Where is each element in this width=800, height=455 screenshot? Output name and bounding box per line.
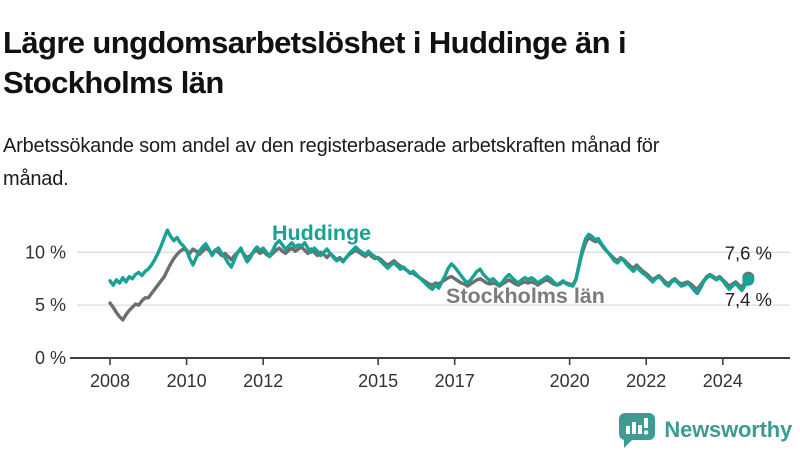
- newsworthy-logo: Newsworthy: [618, 411, 792, 449]
- x-axis-tick-label: 2017: [435, 371, 475, 391]
- huddinge-end-value-label: 7,4 %: [725, 289, 772, 310]
- huddinge-line: [108, 228, 750, 296]
- x-axis-tick-label: 2010: [167, 371, 207, 391]
- x-axis-tick-label: 2012: [243, 371, 283, 391]
- x-axis-tick-label: 2020: [550, 371, 590, 391]
- huddinge-end-dot: [742, 273, 755, 286]
- y-axis-tick-label: 10 %: [25, 242, 66, 262]
- chart-subtitle: Arbetssökande som andel av den registerb…: [3, 135, 660, 190]
- newsworthy-speech-bubble-chart-icon: [619, 413, 656, 448]
- x-axis-tick-label: 2015: [358, 371, 398, 391]
- y-axis-tick-label: 0 %: [35, 348, 66, 368]
- x-axis-tick-label: 2024: [703, 371, 743, 391]
- huddinge-series-label: Huddinge: [272, 221, 371, 245]
- stockholms-lan-series-label: Stockholms län: [446, 284, 605, 308]
- x-axis-tick-label: 2022: [626, 371, 666, 391]
- stockholms-lan-line: [108, 235, 750, 322]
- stockholms-lan-end-value-label: 7,6 %: [725, 243, 772, 264]
- newsworthy-logo-text: Newsworthy: [664, 417, 792, 442]
- x-axis-tick-label: 2008: [90, 371, 130, 391]
- page-title: Lägre ungdomsarbetslöshet i Huddinge än …: [3, 24, 627, 100]
- y-axis-tick-label: 5 %: [35, 295, 66, 315]
